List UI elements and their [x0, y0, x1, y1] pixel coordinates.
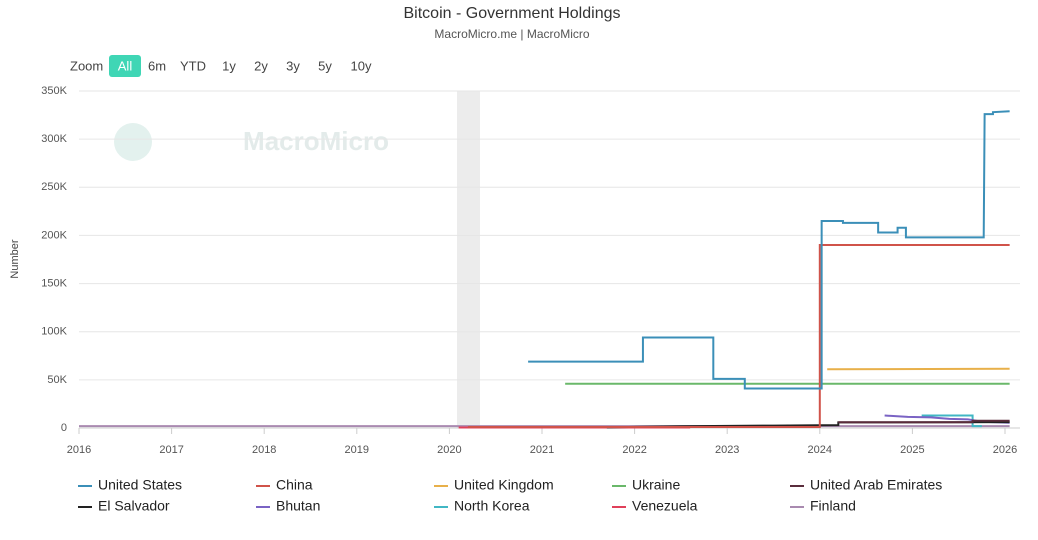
range-button[interactable]: 3y: [286, 58, 300, 73]
range-button[interactable]: 2y: [254, 58, 268, 73]
zoom-label: Zoom: [70, 58, 103, 73]
x-tick-label: 2016: [67, 444, 91, 456]
y-tick-label: 0: [61, 422, 67, 434]
x-tick-label: 2024: [808, 444, 832, 456]
y-tick-label: 300K: [41, 133, 67, 145]
x-tick-label: 2019: [345, 444, 369, 456]
series-line: [468, 245, 1010, 427]
shaded-period: [457, 91, 480, 428]
watermark-logo: [114, 123, 152, 161]
range-button[interactable]: 6m: [148, 58, 166, 73]
y-tick-label: 200K: [41, 229, 67, 241]
legend-label[interactable]: Finland: [810, 498, 856, 514]
x-tick-label: 2017: [159, 444, 183, 456]
legend-label[interactable]: North Korea: [454, 498, 530, 514]
range-button[interactable]: 5y: [318, 58, 332, 73]
legend-label[interactable]: United States: [98, 477, 182, 493]
x-tick-label: 2026: [993, 444, 1017, 456]
y-axis-label: Number: [9, 239, 21, 278]
series-line: [528, 111, 1010, 388]
x-tick-label: 2025: [900, 444, 924, 456]
x-tick-label: 2018: [252, 444, 276, 456]
y-tick-label: 250K: [41, 181, 67, 193]
legend-label[interactable]: United Arab Emirates: [810, 477, 942, 493]
x-tick-label: 2022: [622, 444, 646, 456]
range-button[interactable]: 10y: [351, 58, 372, 73]
legend-label[interactable]: Bhutan: [276, 498, 320, 514]
y-tick-label: 150K: [41, 277, 67, 289]
x-tick-label: 2021: [530, 444, 554, 456]
y-tick-label: 50K: [47, 374, 67, 386]
legend-label[interactable]: Ukraine: [632, 477, 680, 493]
watermark: MacroMicro: [243, 126, 389, 156]
chart-subtitle: MacroMicro.me | MacroMicro: [434, 27, 589, 41]
legend-label[interactable]: China: [276, 477, 313, 493]
chart-title: Bitcoin - Government Holdings: [404, 5, 621, 22]
range-button[interactable]: 1y: [222, 58, 236, 73]
range-button[interactable]: YTD: [180, 58, 206, 73]
legend-label[interactable]: El Salvador: [98, 498, 170, 514]
x-tick-label: 2023: [715, 444, 739, 456]
legend-label[interactable]: Venezuela: [632, 498, 698, 514]
range-button[interactable]: All: [118, 58, 133, 73]
y-tick-label: 100K: [41, 326, 67, 338]
y-tick-label: 350K: [41, 85, 67, 97]
legend-label[interactable]: United Kingdom: [454, 477, 554, 493]
x-tick-label: 2020: [437, 444, 461, 456]
